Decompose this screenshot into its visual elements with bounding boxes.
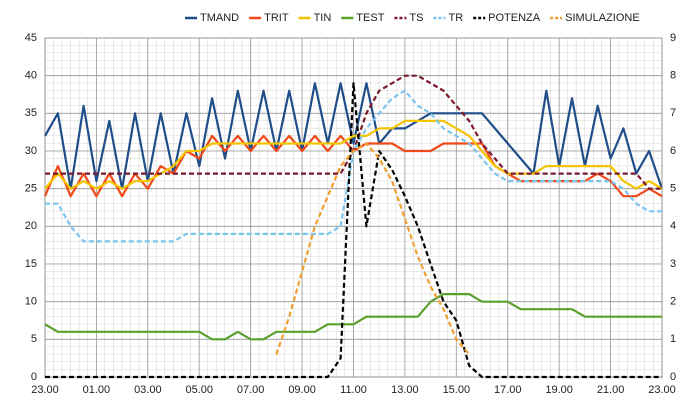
series-line — [44, 293, 662, 341]
legend: TMAND TRIT TIN TEST TS TR POTENZA SIMULAZIONE — [185, 12, 640, 24]
y-tick-label: 25 — [25, 183, 37, 195]
x-tick-label: 05.00 — [185, 384, 213, 396]
y-tick-label: 35 — [25, 107, 37, 119]
y2-tick-label: 6 — [670, 145, 676, 157]
x-tick-label: 17.00 — [494, 384, 522, 396]
y-tick-label: 20 — [25, 220, 37, 232]
y2-tick-label: 0 — [670, 371, 676, 383]
legend-label: TIN — [314, 12, 332, 24]
legend-label: TEST — [356, 12, 384, 24]
y2-tick-label: 1 — [670, 333, 676, 345]
y-tick-label: 0 — [31, 371, 37, 383]
y-tick-label: 10 — [25, 296, 37, 308]
legend-label: TRIT — [264, 12, 289, 24]
x-tick-label: 23.00 — [31, 384, 59, 396]
x-tick-label: 13.00 — [391, 384, 419, 396]
legend-label: SIMULAZIONE — [565, 12, 640, 24]
y2-tick-label: 2 — [670, 296, 676, 308]
y2-tick-label: 3 — [670, 258, 676, 270]
x-tick-label: 09.00 — [288, 384, 316, 396]
y2-tick-label: 9 — [670, 32, 676, 44]
x-tick-label: 11.00 — [340, 384, 367, 396]
legend-label: TR — [448, 12, 463, 24]
y-tick-label: 30 — [25, 145, 37, 157]
x-tick-label: 21.00 — [597, 384, 625, 396]
x-tick-label: 15.00 — [443, 384, 471, 396]
x-tick-label: 03.00 — [134, 384, 162, 396]
x-tick-label: 01.00 — [83, 384, 111, 396]
legend-label: POTENZA — [488, 12, 541, 24]
y-tick-label: 45 — [25, 32, 37, 44]
y2-tick-label: 8 — [670, 70, 676, 82]
y2-tick-label: 4 — [670, 220, 676, 232]
x-tick-label: 07.00 — [237, 384, 265, 396]
x-tick-label: 19.00 — [545, 384, 573, 396]
x-tick-label: 23.00 — [648, 384, 676, 396]
y-tick-label: 15 — [25, 258, 37, 270]
y2-tick-label: 5 — [670, 183, 676, 195]
series-line — [275, 142, 471, 356]
series-line — [45, 82, 662, 379]
series-line — [44, 119, 663, 190]
y2-tick-label: 7 — [670, 107, 676, 119]
y-tick-label: 5 — [31, 333, 37, 345]
y-tick-label: 40 — [25, 70, 37, 82]
legend-label: TS — [409, 12, 423, 24]
legend-label: TMAND — [200, 12, 239, 24]
